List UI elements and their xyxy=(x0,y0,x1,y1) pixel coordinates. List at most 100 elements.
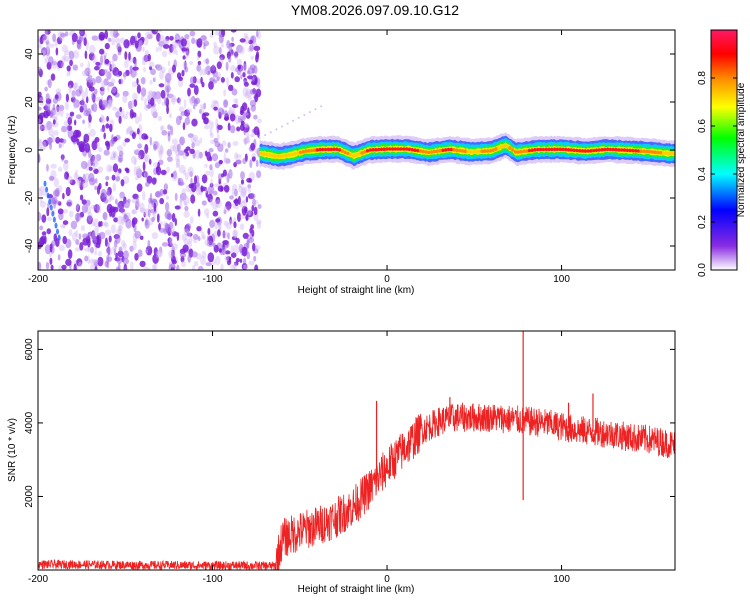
noise-blob xyxy=(75,230,79,237)
noise-blob xyxy=(241,102,248,111)
noise-blob xyxy=(172,64,176,73)
noise-blob xyxy=(171,138,178,145)
noise-blob xyxy=(209,132,214,139)
noise-blob xyxy=(255,53,259,63)
noise-blob xyxy=(115,198,118,205)
noise-blob xyxy=(160,89,166,99)
noise-blob xyxy=(144,143,149,154)
noise-blob xyxy=(50,110,53,117)
signal-peak xyxy=(497,146,501,150)
noise-blob xyxy=(65,93,69,103)
noise-blob xyxy=(216,133,220,141)
noise-blob xyxy=(131,112,137,118)
noise-blob xyxy=(196,38,203,48)
noise-blob xyxy=(94,88,98,95)
noise-blob xyxy=(213,190,218,196)
noise-blob xyxy=(215,218,221,223)
noise-blob xyxy=(80,160,88,170)
noise-blob xyxy=(136,183,143,192)
noise-blob xyxy=(158,223,161,231)
signal-peak xyxy=(265,152,269,157)
noise-blob xyxy=(98,231,106,240)
noise-blob xyxy=(38,95,43,103)
signal-peak xyxy=(586,149,590,153)
noise-blob xyxy=(144,98,147,107)
noise-blob xyxy=(112,53,118,62)
noise-streak xyxy=(56,228,59,235)
signal-peak xyxy=(418,149,423,153)
noise-blob xyxy=(101,99,108,108)
noise-blob xyxy=(150,68,156,76)
noise-blob xyxy=(123,266,128,270)
noise-blob xyxy=(206,151,211,162)
noise-blob xyxy=(94,266,98,270)
noise-blob xyxy=(63,161,69,171)
noise-blob xyxy=(148,61,155,68)
noise-blob xyxy=(113,217,119,223)
noise-blob xyxy=(70,220,78,230)
noise-blob xyxy=(186,108,192,113)
signal-peak xyxy=(455,148,459,152)
noise-blob xyxy=(220,186,224,192)
noise-blob xyxy=(57,254,61,261)
noise-blob xyxy=(204,239,210,247)
noise-blob xyxy=(38,66,42,73)
noise-blob xyxy=(209,198,213,206)
noise-blob xyxy=(141,217,144,222)
noise-blob xyxy=(70,135,78,143)
noise-blob xyxy=(175,153,180,163)
noise-blob xyxy=(162,189,168,195)
noise-blob xyxy=(58,104,65,112)
noise-blob xyxy=(129,245,134,252)
signal-peak xyxy=(326,147,330,152)
noise-blob xyxy=(227,232,230,240)
noise-blob xyxy=(98,182,102,190)
noise-blob xyxy=(225,222,232,230)
noise-blob xyxy=(119,106,123,112)
noise-blob xyxy=(236,58,242,66)
noise-blob xyxy=(38,124,43,131)
noise-blob xyxy=(150,106,157,117)
noise-blob xyxy=(240,179,245,185)
noise-blob xyxy=(55,136,61,144)
noise-blob xyxy=(159,188,164,197)
noise-blob xyxy=(165,202,170,212)
noise-blob xyxy=(249,64,256,70)
noise-blob xyxy=(140,95,144,101)
snr-x-label: Height of straight line (km) xyxy=(298,584,415,595)
noise-blob xyxy=(67,249,73,260)
noise-blob xyxy=(58,265,63,270)
noise-blob xyxy=(213,41,217,48)
noise-blob xyxy=(100,114,105,123)
noise-blob xyxy=(106,247,113,256)
noise-blob xyxy=(241,186,248,195)
noise-blob xyxy=(88,52,95,61)
noise-blob xyxy=(45,46,51,56)
noise-blob xyxy=(218,47,222,55)
noise-blob xyxy=(106,164,112,173)
noise-blob xyxy=(116,215,124,225)
noise-blob xyxy=(103,221,108,227)
spectrogram-x-label: Height of straight line (km) xyxy=(298,285,415,296)
signal-peak xyxy=(396,147,400,151)
noise-blob xyxy=(222,109,225,115)
noise-blob xyxy=(185,231,191,237)
noise-blob xyxy=(183,210,190,218)
noise-blob xyxy=(242,63,247,73)
signal-peak xyxy=(656,150,660,155)
noise-blob xyxy=(90,246,94,254)
noise-blob xyxy=(125,168,130,174)
noise-blob xyxy=(206,240,214,247)
noise-blob xyxy=(134,230,141,239)
signal-peak xyxy=(622,148,627,152)
noise-blob xyxy=(107,85,110,92)
noise-blob xyxy=(82,173,86,181)
signal-peak xyxy=(625,148,629,153)
noise-blob xyxy=(118,224,124,232)
noise-blob xyxy=(225,158,231,164)
noise-blob xyxy=(117,145,124,152)
noise-blob xyxy=(143,266,150,270)
noise-streak xyxy=(49,204,53,211)
noise-blob xyxy=(153,111,158,116)
signal-peak xyxy=(566,148,571,152)
